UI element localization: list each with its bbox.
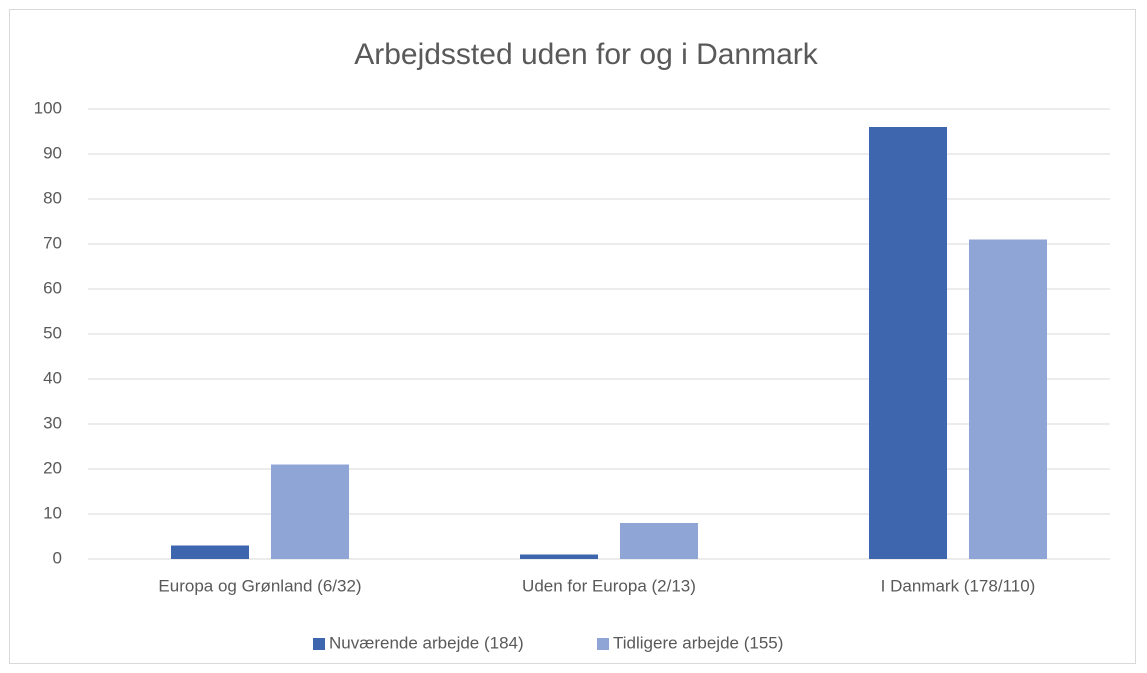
y-tick-label: 100 <box>34 98 62 117</box>
y-tick-label: 40 <box>43 368 62 387</box>
bar <box>271 464 349 559</box>
chart-border <box>9 9 1136 664</box>
y-tick-label: 60 <box>43 278 62 297</box>
y-tick-label: 0 <box>53 548 62 567</box>
x-tick-label: Europa og Grønland (6/32) <box>158 576 361 595</box>
legend-swatch <box>597 638 609 650</box>
bar <box>869 127 947 559</box>
bar <box>620 523 698 559</box>
y-tick-label: 10 <box>43 503 62 522</box>
y-tick-label: 50 <box>43 323 62 342</box>
chart-title: Arbejdssted uden for og i Danmark <box>354 38 819 71</box>
legend-label: Nuværende arbejde (184) <box>329 633 524 652</box>
y-tick-label: 30 <box>43 413 62 432</box>
y-tick-label: 70 <box>43 233 62 252</box>
legend-swatch <box>313 638 325 650</box>
y-tick-label: 80 <box>43 188 62 207</box>
y-tick-label: 20 <box>43 458 62 477</box>
x-tick-label: I Danmark (178/110) <box>881 576 1036 595</box>
bar <box>520 554 598 559</box>
bar <box>171 545 249 559</box>
legend-label: Tidligere arbejde (155) <box>613 633 783 652</box>
x-tick-label: Uden for Europa (2/13) <box>522 576 696 595</box>
bar <box>969 239 1047 559</box>
y-tick-label: 90 <box>43 143 62 162</box>
